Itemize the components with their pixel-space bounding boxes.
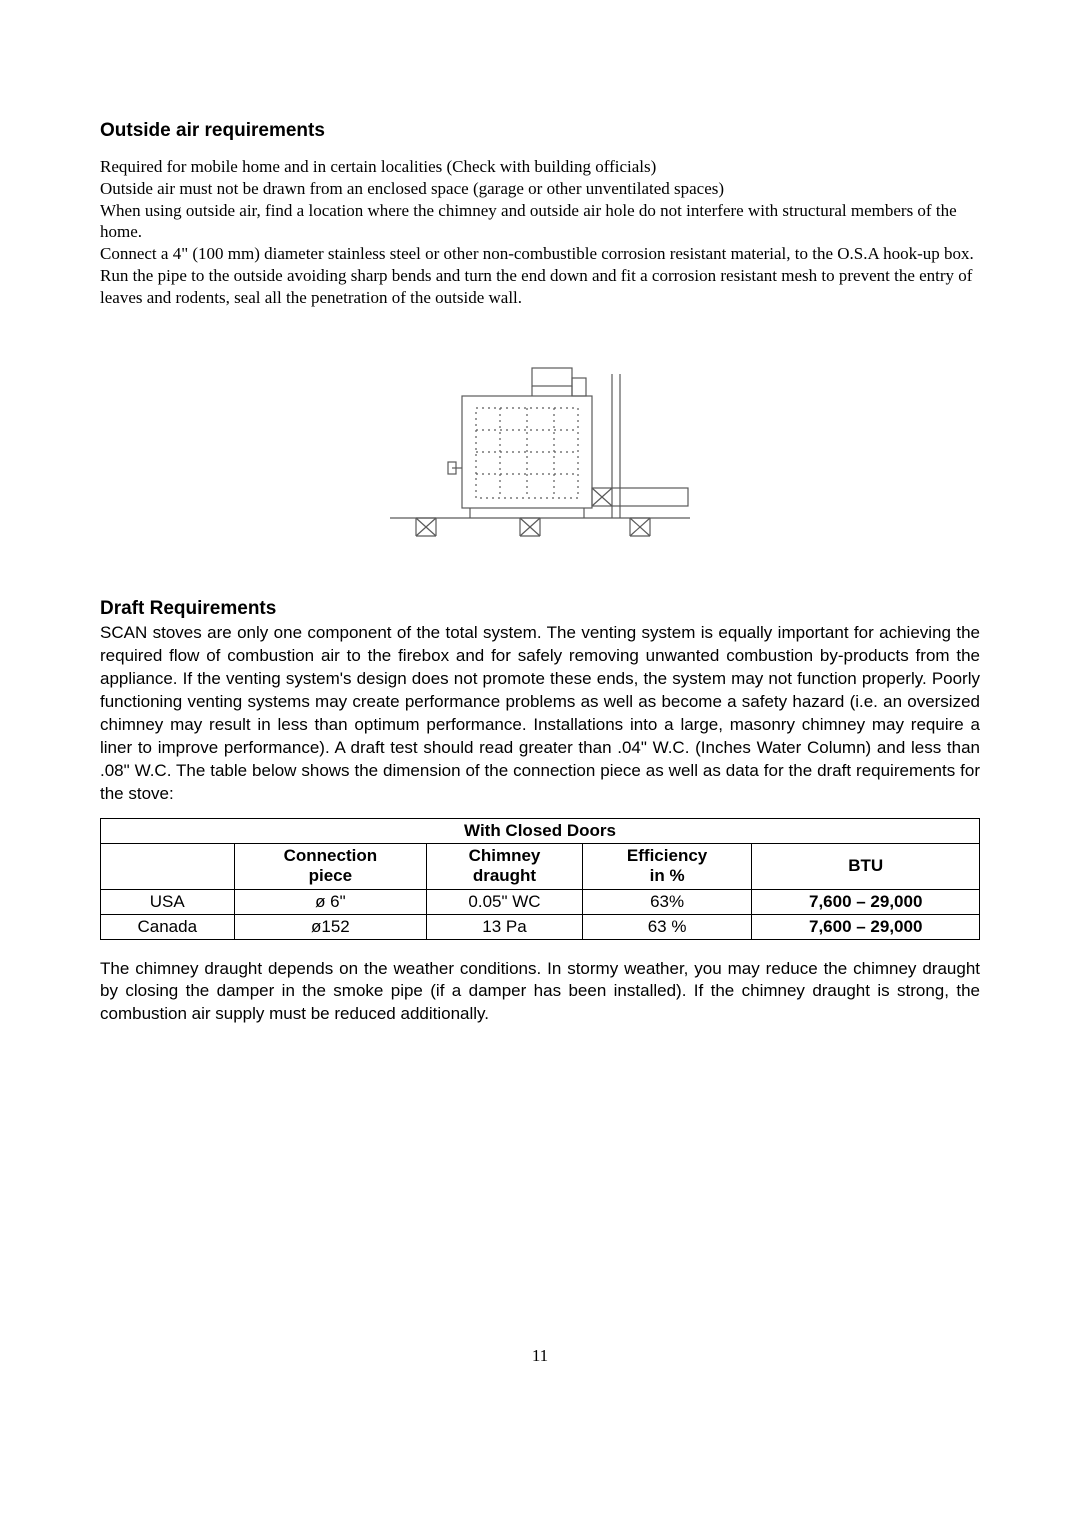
page-number: 11 <box>100 1346 980 1366</box>
table-header-row: Connection piece Chimney draught Efficie… <box>101 843 980 889</box>
row-label: USA <box>101 889 235 914</box>
outside-air-p1: Required for mobile home and in certain … <box>100 156 980 178</box>
draft-table: With Closed Doors Connection piece Chimn… <box>100 818 980 940</box>
outside-air-p2: Outside air must not be drawn from an en… <box>100 178 980 200</box>
table-row: USA ø 6" 0.05" WC 63% 7,600 – 29,000 <box>101 889 980 914</box>
row-label: Canada <box>101 914 235 939</box>
outside-air-p4: Connect a 4" (100 mm) diameter stainless… <box>100 243 980 265</box>
draft-heading: Draft Requirements <box>100 598 980 620</box>
outside-air-heading: Outside air requirements <box>100 120 980 142</box>
row-draught: 0.05" WC <box>427 889 583 914</box>
stove-diagram <box>380 348 700 538</box>
row-btu: 7,600 – 29,000 <box>752 889 980 914</box>
hdr-blank <box>101 843 235 889</box>
row-eff: 63% <box>582 889 752 914</box>
draft-p2: The chimney draught depends on the weath… <box>100 958 980 1027</box>
row-conn: ø152 <box>234 914 427 939</box>
table-row: Canada ø152 13 Pa 63 % 7,600 – 29,000 <box>101 914 980 939</box>
table-caption-row: With Closed Doors <box>101 818 980 843</box>
draft-p1: SCAN stoves are only one component of th… <box>100 622 980 806</box>
row-btu: 7,600 – 29,000 <box>752 914 980 939</box>
row-eff: 63 % <box>582 914 752 939</box>
hdr-draught: Chimney draught <box>427 843 583 889</box>
hdr-connection: Connection piece <box>234 843 427 889</box>
hdr-efficiency: Efficiency in % <box>582 843 752 889</box>
row-draught: 13 Pa <box>427 914 583 939</box>
table-caption: With Closed Doors <box>101 818 980 843</box>
hdr-btu: BTU <box>752 843 980 889</box>
outside-air-p5: Run the pipe to the outside avoiding sha… <box>100 265 980 309</box>
row-conn: ø 6" <box>234 889 427 914</box>
outside-air-p3: When using outside air, find a location … <box>100 200 980 244</box>
